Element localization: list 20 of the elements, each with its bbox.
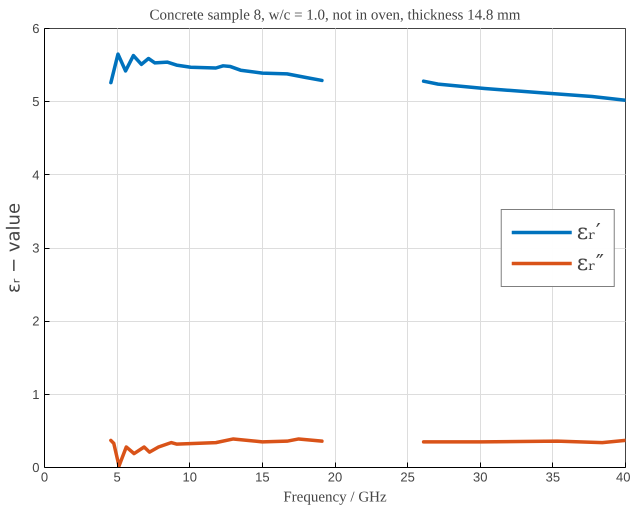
x-tick-label: 30 — [473, 470, 488, 484]
x-tick-label: 40 — [616, 470, 631, 484]
x-tick-label: 25 — [400, 470, 415, 484]
x-tick-label: 5 — [114, 470, 121, 484]
y-tick-label: 4 — [32, 167, 40, 182]
legend-label: εᵣ″ — [576, 250, 604, 276]
x-tick-label: 20 — [328, 470, 342, 484]
x-tick-label: 35 — [546, 470, 560, 484]
legend-label: εᵣ′ — [576, 220, 601, 244]
y-tick-label: 2 — [32, 314, 40, 329]
y-tick-label: 3 — [32, 240, 40, 256]
chart-title: Concrete sample 8, w/c = 1.0, not in oven, thickness 14.8 mm — [150, 8, 521, 24]
x-tick-label: 15 — [255, 470, 270, 484]
x-axis-title: Frequency / GHz — [283, 490, 387, 506]
y-axis-title: εᵣ − value — [3, 202, 24, 294]
x-tick-label: 10 — [182, 470, 197, 484]
y-tick-label: 1 — [32, 386, 40, 402]
y-tick-label: 0 — [32, 460, 40, 475]
y-tick-label: 5 — [32, 94, 40, 110]
y-tick-label: 6 — [32, 21, 40, 36]
